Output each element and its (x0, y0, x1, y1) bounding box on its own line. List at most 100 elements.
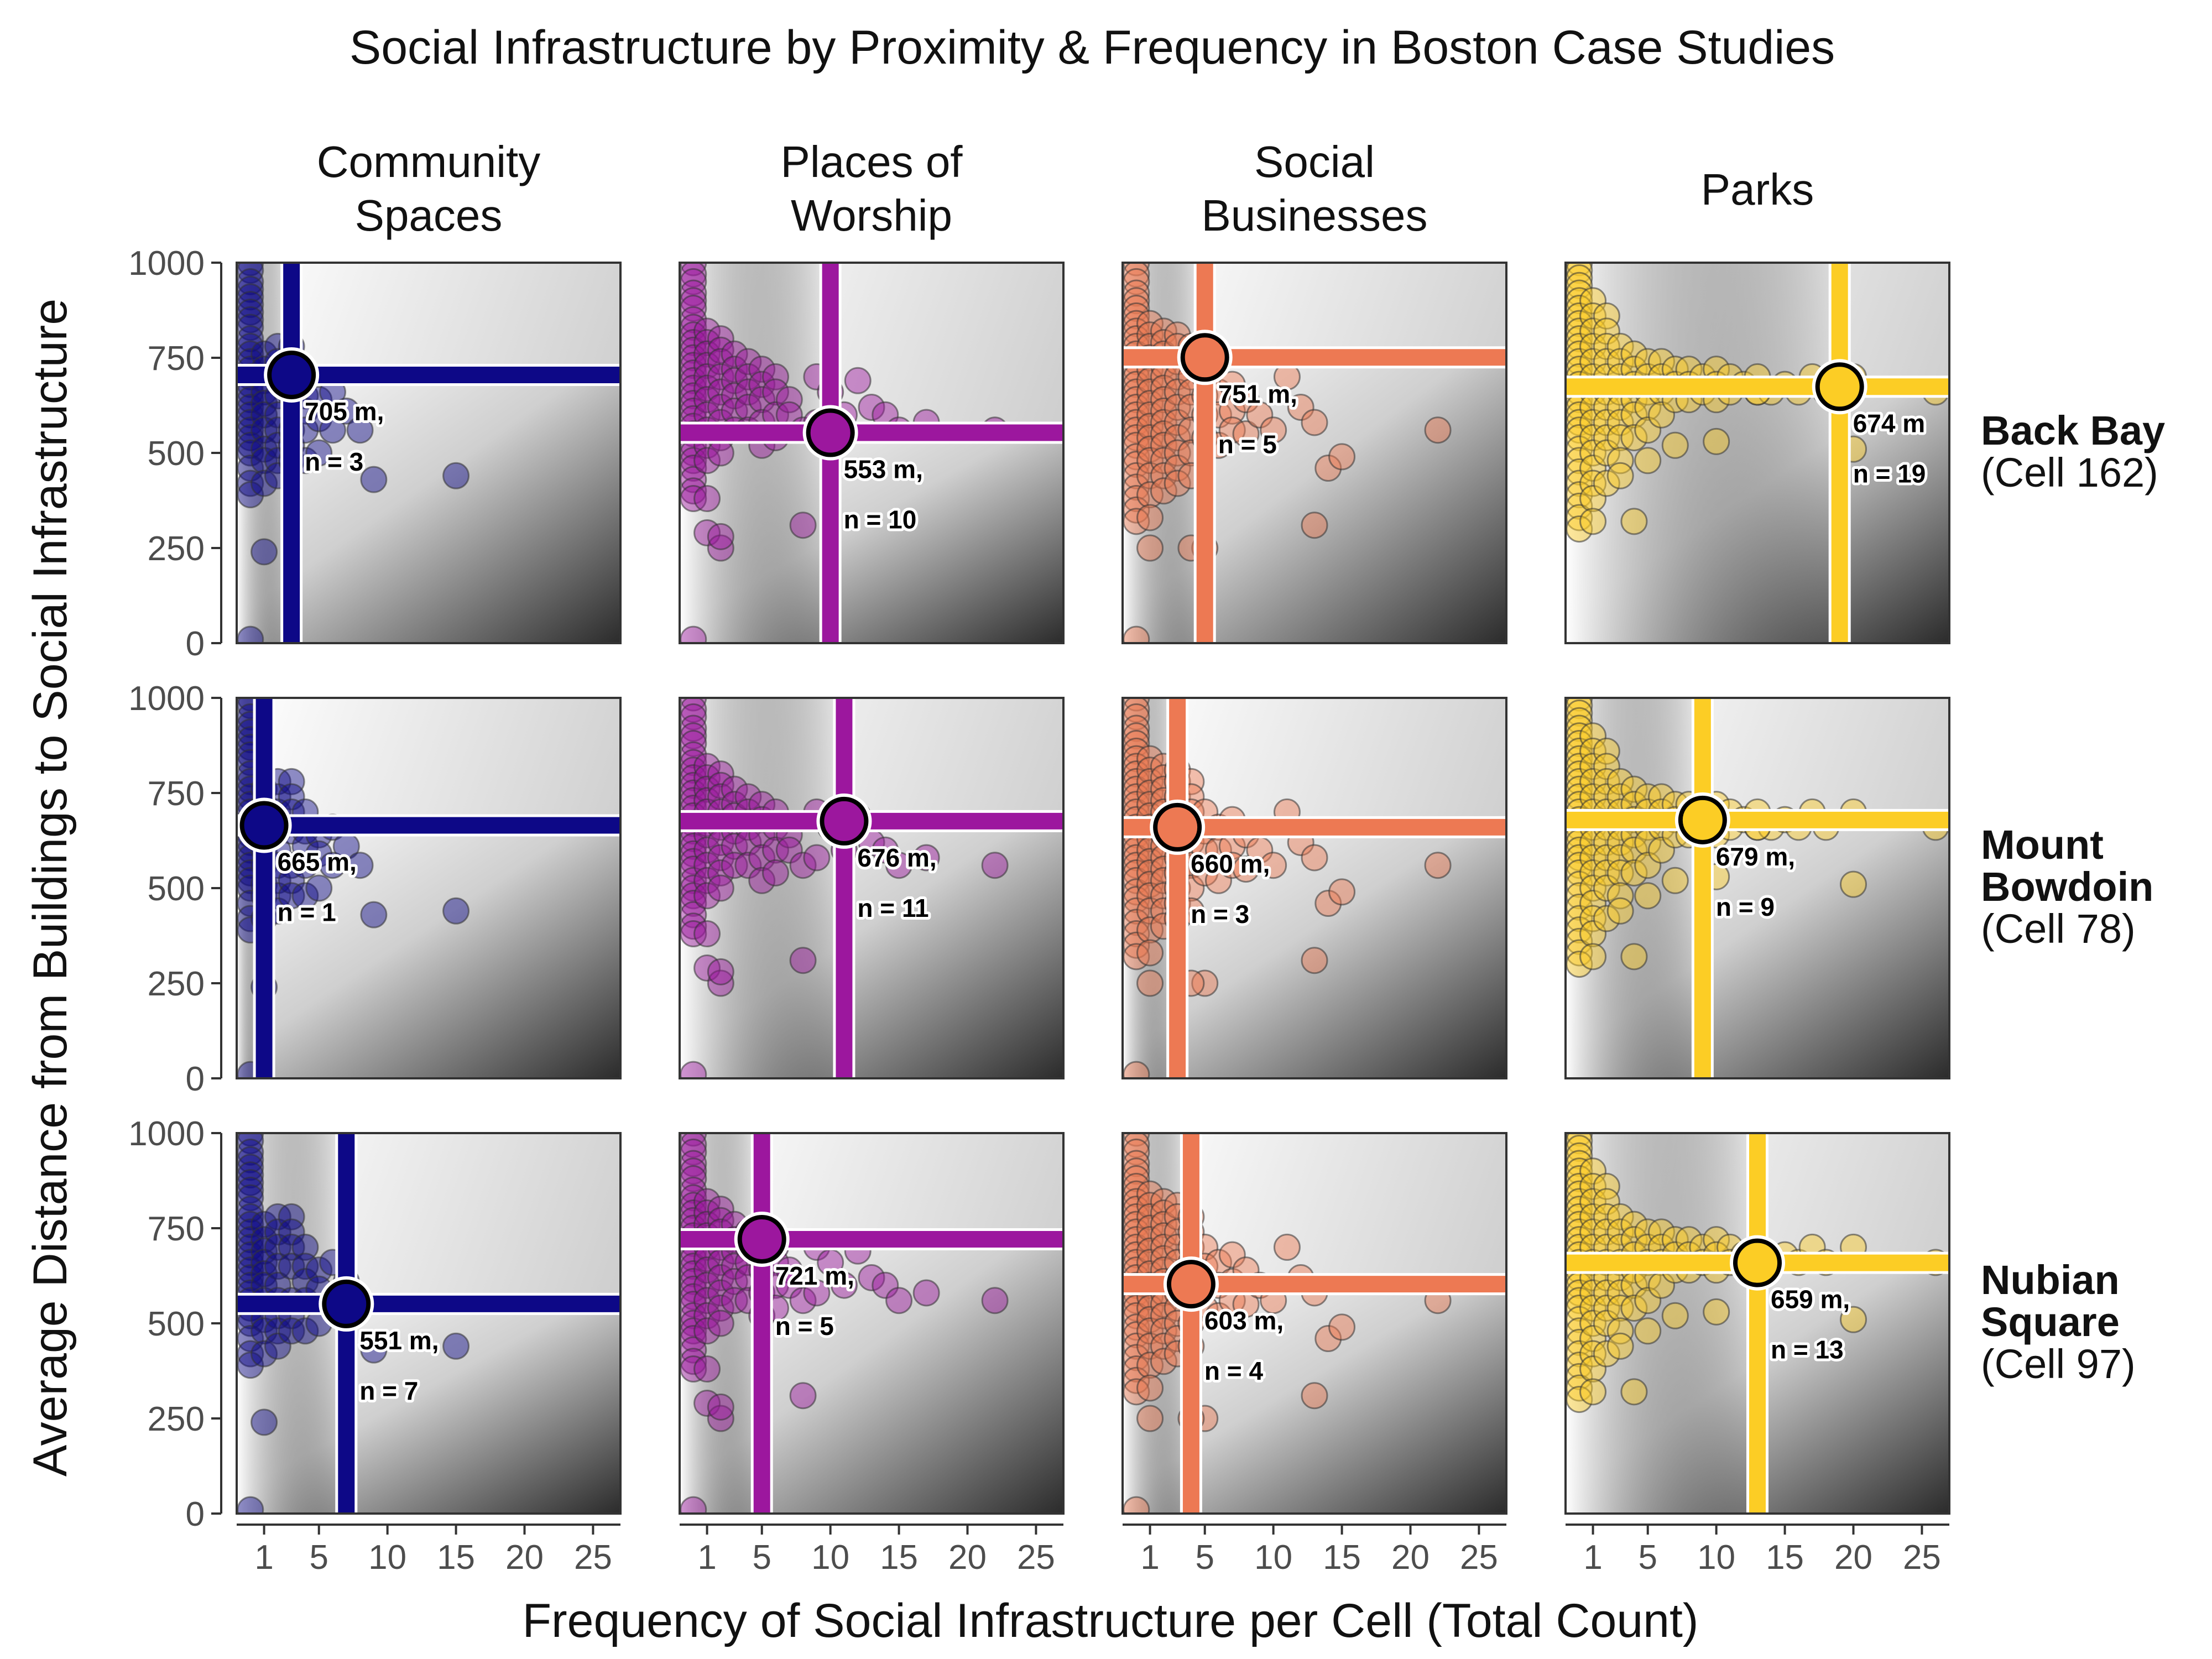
scatter-point (251, 469, 278, 497)
scatter-point (885, 852, 913, 879)
scatter-point (1620, 508, 1648, 535)
scatter-point (442, 1332, 470, 1360)
scatter-point (693, 920, 721, 948)
scatter-point (707, 325, 734, 353)
y-tick-label: 500 (148, 870, 205, 908)
scatter-point (1606, 1279, 1634, 1307)
highlight-point (1180, 333, 1229, 382)
y-tick-label: 750 (148, 340, 205, 378)
panel-r2-c0: 551 m, n = 7 0 250 500 750 1000 1 5 10 15 20 25 (128, 1115, 622, 1577)
highlight-point (239, 801, 289, 850)
scatter-point (1579, 508, 1607, 535)
scatter-point (1579, 302, 1607, 330)
scatter-point (1648, 836, 1675, 864)
scatter-point (707, 874, 734, 902)
scatter-point (1150, 1348, 1177, 1375)
scatter-point (775, 836, 803, 864)
scatter-point (1579, 1325, 1607, 1353)
scatter-point (1260, 852, 1287, 879)
scatter-point (1328, 878, 1356, 906)
scatter-point (707, 783, 734, 811)
scatter-point (1579, 409, 1607, 436)
annotation-count: n = 10 (844, 505, 917, 534)
scatter-point (1136, 969, 1164, 997)
scatter-point (1703, 1298, 1730, 1326)
scatter-point (1593, 348, 1620, 375)
column-header-0-line-0: Community (317, 137, 541, 186)
scatter-point (278, 882, 305, 910)
scatter-point (1164, 455, 1191, 482)
scatter-point (680, 625, 707, 643)
y-tick-label: 1000 (128, 1115, 205, 1153)
scatter-point (789, 512, 817, 539)
scatter-point (1593, 439, 1620, 467)
scatter-point (872, 1271, 899, 1299)
scatter-point (1593, 1279, 1620, 1307)
scatter-point (734, 852, 762, 879)
y-tick-label: 250 (148, 530, 205, 568)
scatter-point (1579, 424, 1607, 451)
scatter-point (1579, 874, 1607, 902)
scatter-point (693, 1287, 721, 1314)
scatter-point (1579, 905, 1607, 932)
scatter-point (1620, 401, 1648, 429)
scatter-point (1232, 386, 1260, 414)
scatter-point (1579, 332, 1607, 360)
scatter-point (264, 1233, 291, 1261)
scatter-point (305, 874, 333, 902)
y-tick-label: 1000 (128, 680, 205, 718)
highlight-point (737, 1214, 786, 1264)
scatter-point (1424, 852, 1452, 879)
scatter-point (693, 753, 721, 780)
scatter-point (1301, 947, 1328, 974)
scatter-point (1164, 378, 1191, 406)
scatter-point (680, 1061, 707, 1078)
annotation-distance: 679 m, (1716, 842, 1795, 871)
scatter-point (360, 1336, 388, 1364)
annotation-count: n = 3 (1191, 900, 1249, 928)
scatter-point (707, 958, 734, 985)
scatter-point (278, 1233, 305, 1261)
chart-title: Social Infrastructure by Proximity & Fre… (349, 21, 1835, 74)
x-tick-label: 10 (368, 1538, 406, 1577)
scatter-point (858, 393, 885, 421)
scatter-point (278, 1253, 305, 1280)
scatter-point (1579, 1157, 1607, 1185)
scatter-point (693, 1302, 721, 1329)
scatter-point (1648, 1218, 1675, 1246)
scatter-point (693, 386, 721, 414)
scatter-point (1136, 447, 1164, 474)
scatter-point (251, 1226, 278, 1254)
scatter-point (278, 1203, 305, 1230)
scatter-point (789, 852, 817, 879)
scatter-point (1620, 1294, 1648, 1322)
row-header-2-line-1: Square (1981, 1299, 2120, 1345)
scatter-point (1593, 905, 1620, 932)
scatter-point (1314, 1325, 1342, 1353)
scatter-point (693, 882, 721, 910)
panel-r2-c2: 603 m, n = 4 1 5 10 15 20 25 (1121, 1132, 1507, 1577)
annotation-count: n = 5 (775, 1312, 834, 1340)
scatter-point (1150, 1233, 1177, 1261)
scatter-point (693, 1317, 721, 1345)
x-tick-label: 1 (254, 1538, 273, 1577)
panel-background-left (1566, 698, 1703, 1078)
scatter-point (319, 416, 346, 444)
scatter-point (1136, 1317, 1164, 1345)
scatter-point (1593, 844, 1620, 872)
scatter-point (1579, 1294, 1607, 1322)
scatter-point (1593, 1294, 1620, 1322)
annotation-count: n = 19 (1853, 459, 1926, 488)
panel-background-left (1566, 1133, 1757, 1514)
scatter-point (1579, 890, 1607, 917)
x-tick-label: 15 (437, 1538, 475, 1577)
scatter-point (1648, 401, 1675, 429)
annotation-distance: 665 m, (278, 847, 357, 876)
x-tick-label: 1 (1140, 1538, 1159, 1577)
scatter-point (1579, 485, 1607, 513)
scatter-point (1123, 625, 1150, 643)
scatter-point (707, 1393, 734, 1421)
scatter-point (748, 844, 776, 872)
annotation-distance: 553 m, (844, 455, 923, 484)
scatter-point (1205, 867, 1232, 894)
